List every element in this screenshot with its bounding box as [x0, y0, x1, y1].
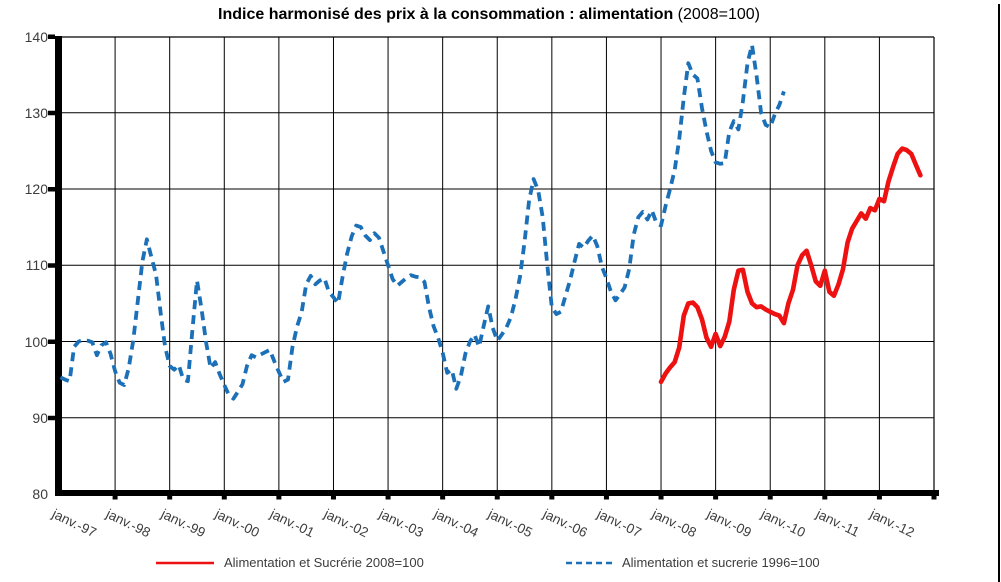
- y-axis-tick: [48, 415, 55, 421]
- y-axis-tick: [48, 187, 55, 192]
- series-line-alimentation-1996: [59, 43, 786, 401]
- y-tick-label: 130: [24, 104, 48, 121]
- y-tick-label: 80: [32, 486, 48, 502]
- legend-red-label: Alimentation et Sucrérie 2008=100: [224, 555, 424, 570]
- x-axis-tick: [658, 496, 664, 500]
- chart-title-base-note: (2008=100): [673, 6, 760, 23]
- y-axis-tick: [48, 34, 55, 39]
- x-axis-tick: [167, 496, 173, 500]
- x-axis-tick: [385, 496, 391, 500]
- page-title: Indice harmonisé des prix à la consommat…: [0, 6, 978, 24]
- legend-blue-line-sample: [566, 561, 614, 564]
- x-axis-tick: [494, 496, 500, 500]
- legend-blue-label: Alimentation et sucrerie 1996=100: [622, 555, 820, 570]
- y-tick-label: 100: [24, 333, 48, 350]
- x-axis-tick: [822, 496, 828, 500]
- legend-item-blue: Alimentation et sucrerie 1996=100: [566, 555, 820, 570]
- x-axis-tick: [603, 496, 609, 500]
- y-axis-tick: [48, 339, 55, 344]
- x-axis-tick: [221, 496, 227, 500]
- x-axis-tick: [767, 496, 773, 500]
- legend-item-red: Alimentation et Sucrérie 2008=100: [156, 555, 424, 570]
- x-axis-tick: [876, 496, 882, 500]
- y-axis: [55, 36, 62, 496]
- y-tick-label: 120: [24, 181, 48, 197]
- legend-red-line-sample: [156, 561, 214, 564]
- y-tick-label: 90: [32, 409, 48, 426]
- y-tick-label: 110: [25, 257, 48, 274]
- x-axis-tick: [931, 496, 937, 500]
- x-axis-tick: [276, 496, 282, 500]
- x-axis-tick: [549, 496, 555, 500]
- x-axis-tick: [112, 496, 118, 500]
- y-axis-tick: [48, 110, 55, 116]
- x-axis: [55, 490, 939, 496]
- x-axis-tick: [440, 496, 446, 500]
- series-line-alimentation-2008: [658, 146, 923, 385]
- x-axis-tick: [713, 496, 719, 500]
- y-tick-label: 140: [24, 28, 48, 45]
- y-axis-tick: [48, 263, 55, 268]
- chart-title-text: Indice harmonisé des prix à la consommat…: [218, 6, 674, 23]
- window-right-border: [998, 4, 1000, 582]
- x-axis-tick: [330, 496, 336, 500]
